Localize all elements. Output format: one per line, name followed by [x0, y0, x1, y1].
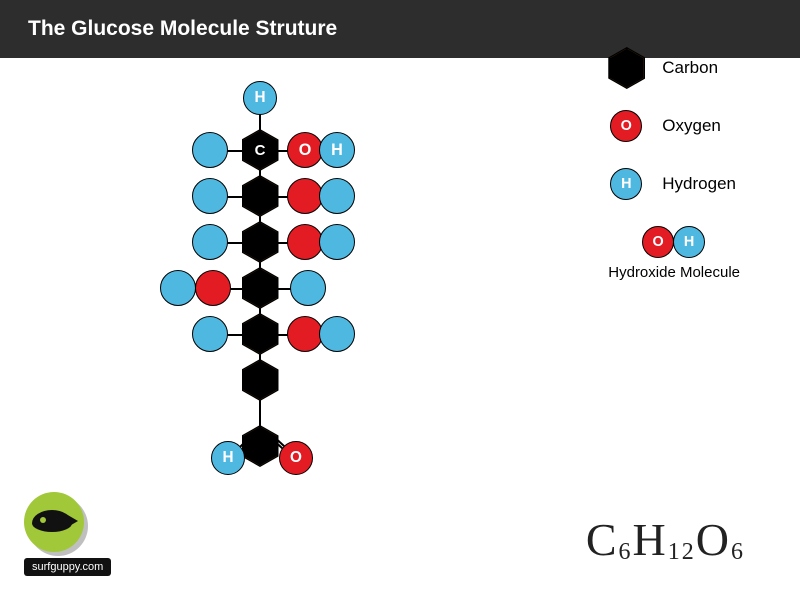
legend-row: H Hydrogen: [608, 166, 740, 202]
hydrogen-atom: [192, 132, 228, 168]
hydroxide-label: Hydroxide Molecule: [608, 264, 740, 281]
legend-row: Carbon: [608, 50, 740, 86]
brand-logo: surfguppy.com: [24, 492, 111, 576]
oxygen-atom: O: [279, 441, 313, 475]
hydrogen-atom: [192, 224, 228, 260]
page-title: The Glucose Molecule Struture: [28, 17, 337, 41]
hydrogen-atom: [319, 316, 355, 352]
legend-label: Carbon: [662, 58, 718, 78]
hydrogen-atom: [319, 224, 355, 260]
legend-atom-icon: H: [610, 168, 642, 200]
legend: CarbonOOxygenHHydrogenOHHydroxide Molecu…: [608, 50, 740, 281]
formula-part: H: [633, 514, 668, 565]
fish-icon: [32, 510, 72, 532]
molecular-formula: C6H12O6: [586, 513, 745, 566]
formula-part: 6: [619, 539, 633, 565]
legend-label: Oxygen: [662, 116, 721, 136]
hydrogen-atom: [192, 316, 228, 352]
hydrogen-atom: H: [319, 132, 355, 168]
oxygen-atom: O: [287, 132, 323, 168]
hydrogen-atom: H: [243, 81, 277, 115]
oxygen-atom: [287, 224, 323, 260]
hydrogen-atom: H: [211, 441, 245, 475]
hydrogen-atom: [160, 270, 196, 306]
oxygen-atom: [287, 178, 323, 214]
formula-part: C: [586, 514, 619, 565]
formula-part: 12: [668, 539, 696, 565]
hydrogen-atom: H: [673, 226, 705, 258]
hydrogen-atom: [192, 178, 228, 214]
hydrogen-atom: [290, 270, 326, 306]
oxygen-atom: [287, 316, 323, 352]
hydrogen-atom: [319, 178, 355, 214]
bond: [259, 399, 261, 429]
legend-hydroxide: OH Hydroxide Molecule: [608, 224, 740, 281]
logo-badge: [24, 492, 84, 552]
oxygen-atom: [195, 270, 231, 306]
formula-part: O: [696, 514, 731, 565]
legend-row: O Oxygen: [608, 108, 740, 144]
logo-text: surfguppy.com: [24, 558, 111, 576]
legend-label: Hydrogen: [662, 174, 736, 194]
oxygen-atom: O: [642, 226, 674, 258]
formula-part: 6: [731, 539, 745, 565]
legend-atom-icon: O: [610, 110, 642, 142]
